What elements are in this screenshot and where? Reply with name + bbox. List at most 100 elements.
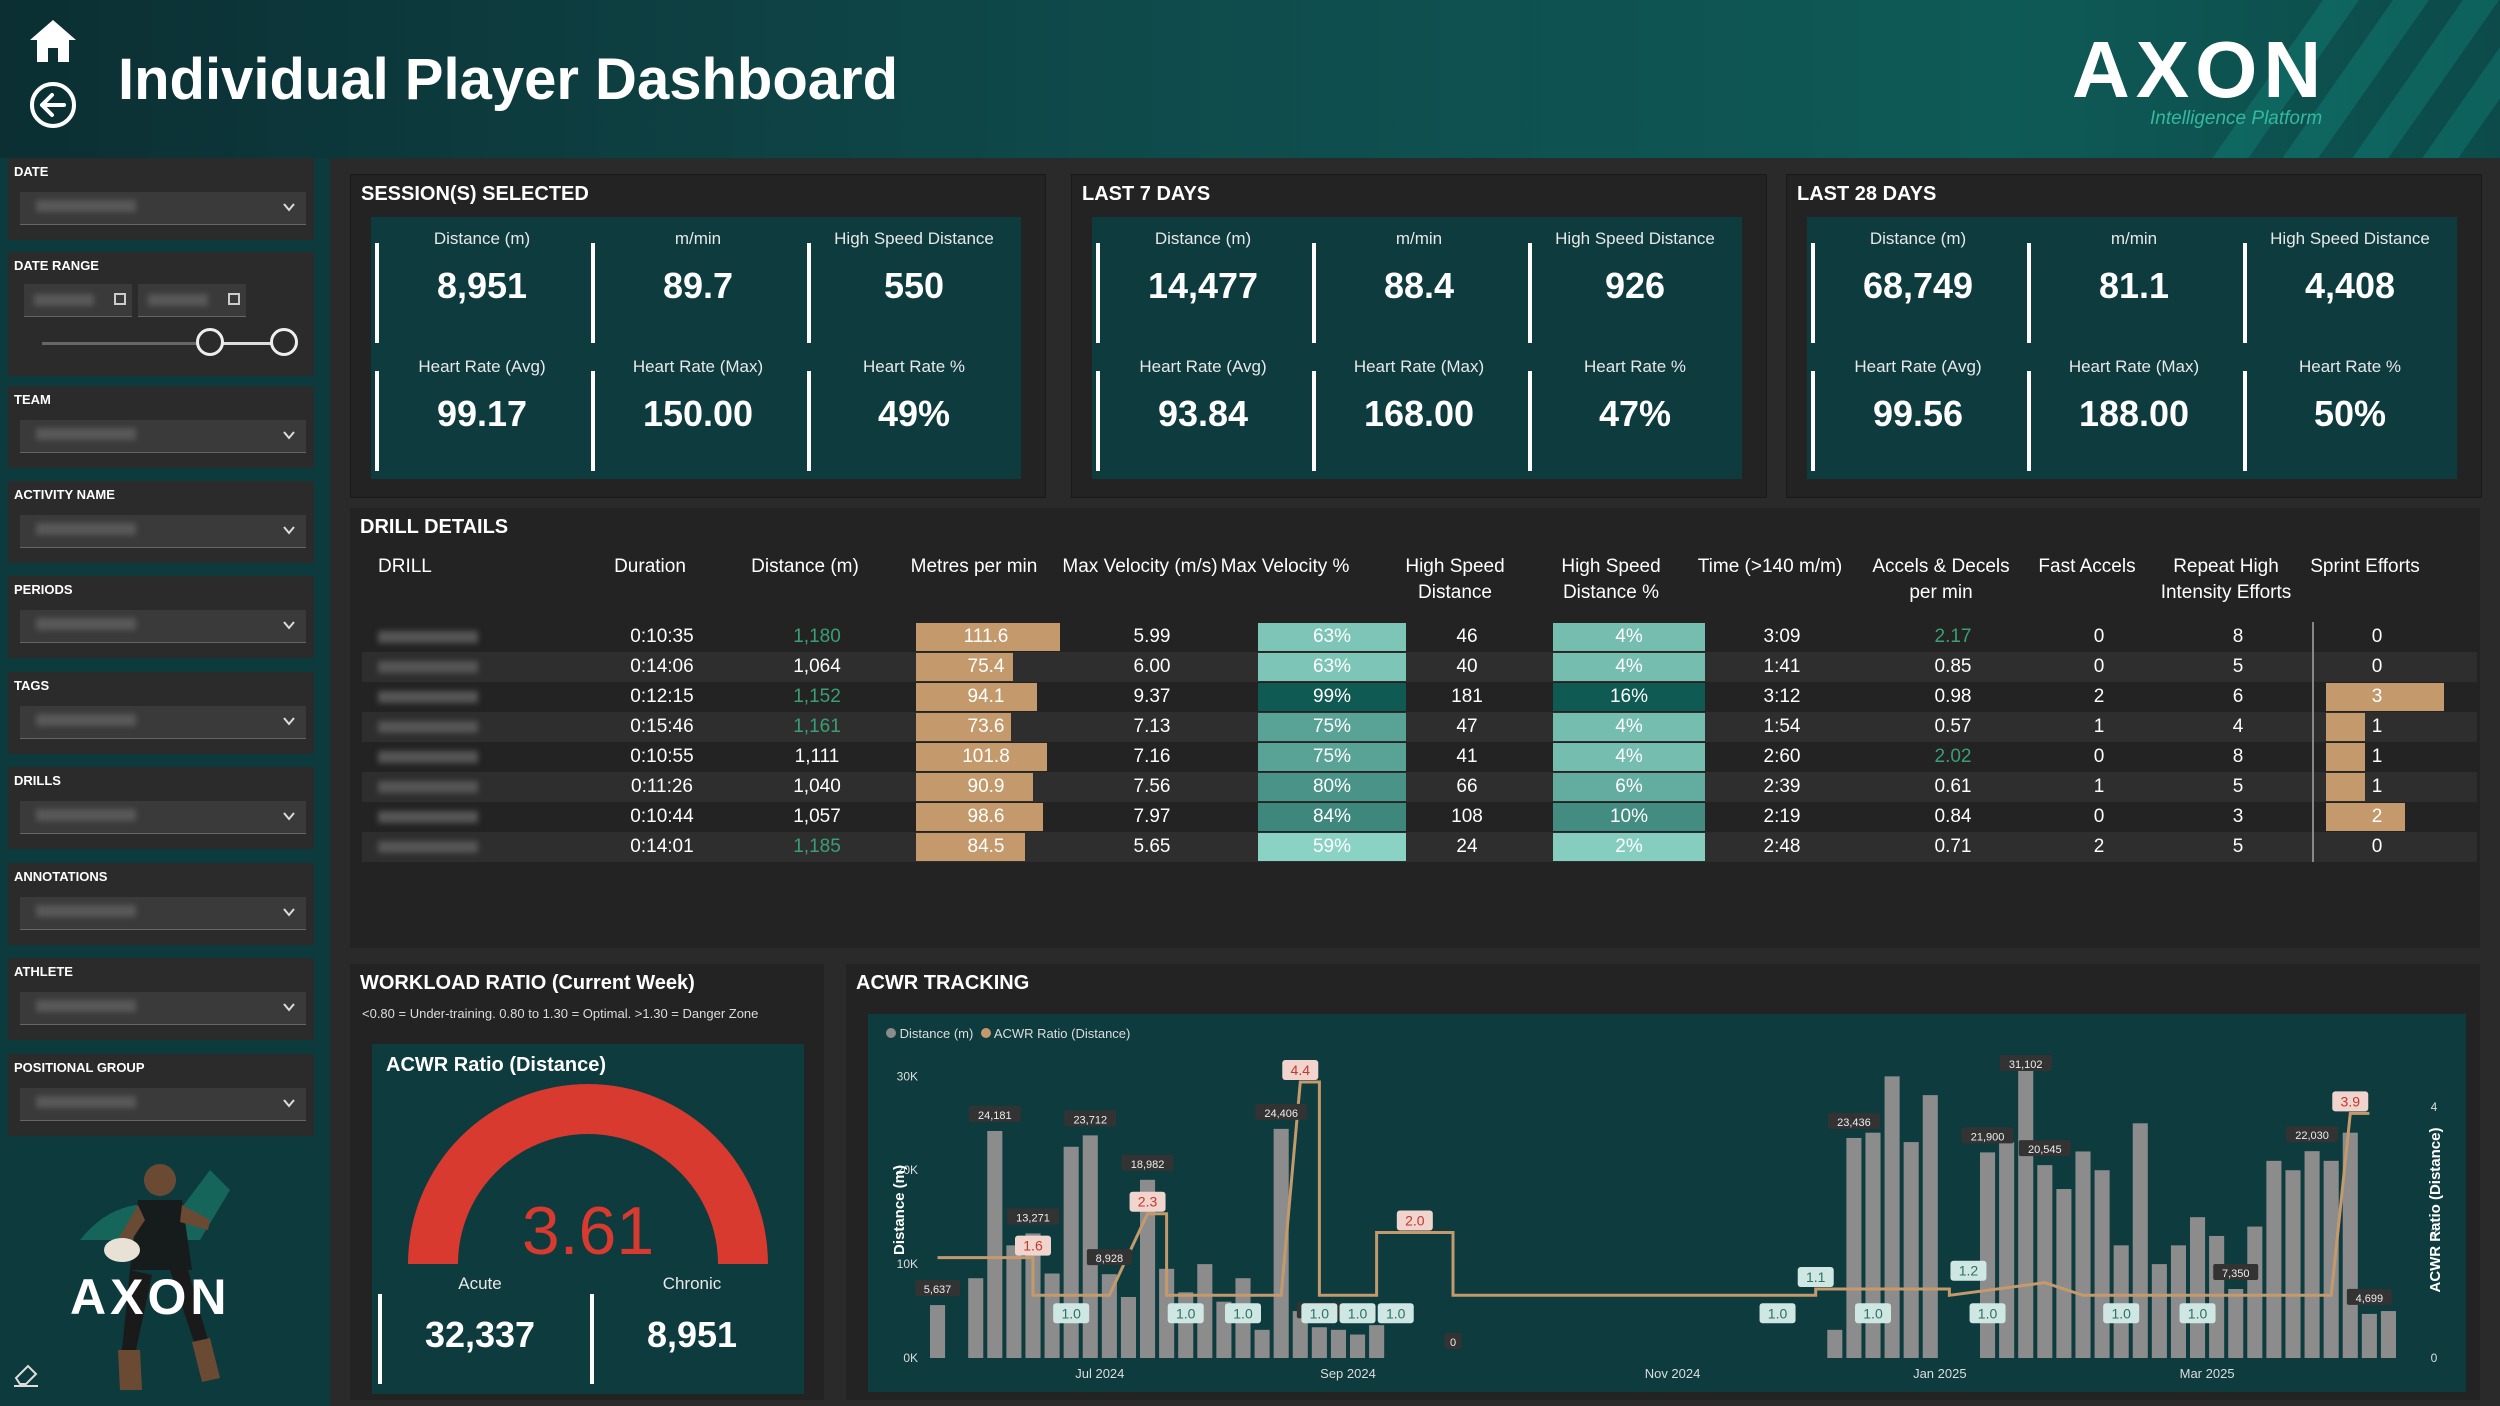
distance-bar (1350, 1334, 1366, 1358)
distance-bar (2018, 1066, 2034, 1358)
column-header[interactable]: Max Velocity % (1220, 556, 1350, 577)
table-row[interactable]: 0:15:46 1,161 73.6 7.13 75% 47 4% 1:54 0.57 1 4 1 (362, 712, 2477, 742)
max-velocity-pct-cell-bg (1258, 623, 1406, 651)
distance-bar (1865, 1132, 1881, 1358)
acwr-data-label-bg (2332, 1091, 2369, 1112)
cell-maxvelpct: 63% (1312, 656, 1352, 677)
filter-label: TEAM (14, 392, 51, 407)
chronic-bar (590, 1294, 594, 1384)
table-row[interactable]: 0:11:26 1,040 90.9 7.56 80% 66 6% 2:39 0.61 1 5 1 (362, 772, 2477, 802)
cell-mpm: 84.5 (967, 836, 1005, 857)
column-header[interactable]: Sprint Efforts (2310, 556, 2420, 577)
drills-dropdown[interactable] (20, 801, 306, 834)
cell-time140: 3:09 (1763, 626, 1801, 647)
chevron-down-icon (283, 1003, 295, 1012)
gauge-value: 3.61 (521, 1193, 655, 1269)
y2-tick-label: 0 (2431, 1351, 2438, 1365)
annotations-dropdown[interactable] (20, 897, 306, 930)
column-header[interactable]: High Speed Distance % (1561, 556, 1661, 603)
table-row[interactable]: 0:14:06 1,064 75.4 6.00 63% 40 4% 1:41 0.85 0 5 0 (362, 652, 2477, 682)
column-header[interactable]: High Speed Distance (1405, 556, 1505, 603)
column-header[interactable]: Repeat High Intensity Efforts (2160, 556, 2292, 603)
athlete-dropdown[interactable] (20, 992, 306, 1025)
positional-group-dropdown[interactable] (20, 1088, 306, 1121)
filter-label: PERIODS (14, 582, 73, 597)
back-arrow-icon[interactable] (28, 80, 78, 130)
kpi-label: m/min (674, 229, 722, 248)
filter-athlete: ATHLETE (8, 958, 314, 1040)
date-dropdown[interactable] (20, 192, 306, 225)
date-slider-start-handle[interactable] (196, 328, 224, 356)
filter-positional-group: POSITIONAL GROUP (8, 1054, 314, 1136)
distance-data-label-bg (2018, 1140, 2071, 1157)
distance-bar (2037, 1165, 2053, 1358)
kpi-tile: Heart Rate % 49% (807, 345, 1021, 475)
cell-fast: 0 (2093, 806, 2105, 827)
table-row[interactable]: 0:12:15 1,152 94.1 9.37 99% 181 16% 3:12 0.98 2 6 3 (362, 682, 2477, 712)
table-row[interactable]: 0:10:35 1,180 111.6 5.99 63% 46 4% 3:09 2.17 0 8 0 (362, 622, 2477, 652)
hsd-pct-cell-bg (1553, 773, 1705, 801)
date-slider-track[interactable] (42, 342, 296, 345)
distance-bar (1846, 1137, 1862, 1358)
cell-maxvel: 7.97 (1133, 806, 1171, 827)
date-slider-end-handle[interactable] (270, 328, 298, 356)
y-tick-label: 30K (897, 1069, 918, 1083)
activity-name-dropdown[interactable] (20, 515, 306, 548)
acwr-chart-card: Distance (m) ACWR Ratio (Distance) 0K 10K… (868, 1014, 2466, 1392)
distance-data-label-bg (2213, 1263, 2259, 1280)
cell-hsdpct: 4% (1615, 746, 1643, 767)
eraser-icon[interactable] (12, 1360, 40, 1388)
kpi-tile: Heart Rate (Max) 168.00 (1312, 345, 1526, 475)
header: Individual Player Dashboard AXON Intelli… (0, 0, 2500, 158)
column-header[interactable]: Metres per min (910, 556, 1038, 577)
cell-fast: 2 (2093, 686, 2105, 707)
cell-accdec: 0.84 (1934, 806, 1972, 827)
acwr-data-label: 1.0 (1176, 1305, 1196, 1321)
summary-panel: SESSION(S) SELECTED Distance (m) 8,951 m/mi… (350, 174, 1046, 498)
filter-label: ATHLETE (14, 964, 73, 979)
legend-item-acwr[interactable]: ACWR Ratio (Distance) (993, 1026, 1131, 1041)
column-header[interactable]: Accels & Decels per min (1872, 556, 2010, 603)
distance-data-label: 23,436 (1837, 1117, 1871, 1129)
distance-bar (1999, 1142, 2015, 1358)
date-range-start[interactable] (24, 284, 132, 317)
sprint-databar (2326, 743, 2365, 771)
axon-logo: AXON (2072, 25, 2328, 114)
kpi-label: High Speed Distance (2270, 229, 2430, 248)
cell-fast: 1 (2093, 716, 2105, 737)
table-row[interactable]: 0:10:55 1,111 101.8 7.16 75% 41 4% 2:60 2.02 0 8 1 (362, 742, 2477, 772)
periods-dropdown[interactable] (20, 610, 306, 643)
filter-date: DATE (8, 158, 314, 240)
filter-activity-name: ACTIVITY NAME (8, 481, 314, 563)
tags-dropdown[interactable] (20, 706, 306, 739)
page-title: Individual Player Dashboard (118, 47, 898, 112)
home-icon[interactable] (28, 18, 78, 64)
column-header[interactable]: Fast Accels (2038, 556, 2136, 577)
kpi-card: Distance (m) 14,477 m/min 88.4 High Speed Di… (1092, 217, 1742, 479)
column-header[interactable]: DRILL (378, 556, 432, 577)
kpi-accent-bar (1528, 371, 1532, 471)
column-header[interactable]: Time (>140 m/m) (1697, 556, 1843, 577)
legend-item-distance[interactable]: Distance (m) (899, 1026, 974, 1041)
acwr-data-label: 3.9 (2341, 1093, 2361, 1109)
date-range-end[interactable] (138, 284, 246, 317)
column-header[interactable]: Max Velocity (m/s) (1062, 556, 1218, 577)
cell-time140: 2:48 (1763, 836, 1801, 857)
column-header[interactable]: Duration (614, 556, 686, 577)
gauge-title: ACWR Ratio (Distance) (386, 1054, 607, 1076)
distance-data-label-bg (1961, 1127, 2014, 1144)
cell-sprint: 0 (2371, 836, 2383, 857)
table-row[interactable]: 0:14:01 1,185 84.5 5.65 59% 24 2% 2:48 0.71 2 5 0 (362, 832, 2477, 862)
kpi-accent-bar (807, 371, 811, 471)
cell-duration: 0:14:01 (630, 836, 694, 857)
table-row[interactable]: 0:10:44 1,057 98.6 7.97 84% 108 10% 2:19 0.84 0 3 2 (362, 802, 2477, 832)
cell-maxvel: 7.13 (1133, 716, 1171, 737)
team-dropdown[interactable] (20, 420, 306, 453)
column-header[interactable]: Distance (m) (751, 556, 859, 577)
distance-data-label-bg (1086, 1249, 1132, 1266)
cell-hsd: 181 (1451, 686, 1483, 707)
max-velocity-pct-cell-bg (1258, 833, 1406, 861)
kpi-value: 89.7 (662, 265, 734, 306)
distance-data-label: 31,102 (2009, 1059, 2043, 1071)
acwr-gauge (408, 1084, 768, 1264)
